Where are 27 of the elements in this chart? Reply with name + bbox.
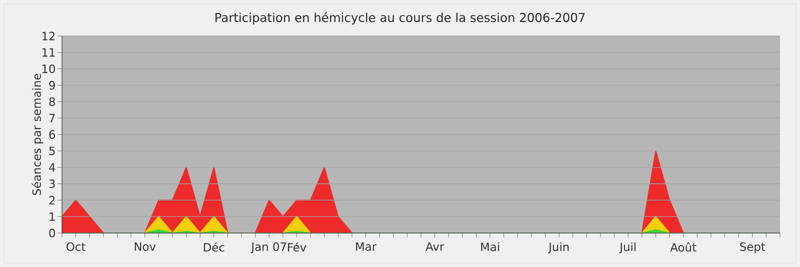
x-tick-label: Sept bbox=[740, 242, 766, 254]
y-tick-label: 2 bbox=[49, 196, 55, 204]
y-tick-label: 1 bbox=[50, 212, 55, 221]
x-tick-label: Juin bbox=[548, 242, 569, 254]
x-tick-label: Jan 07 bbox=[250, 242, 286, 254]
chart-title: Participation en hémicycle au cours de la session 2006-2007 bbox=[216, 12, 585, 24]
x-tick-label: Juil bbox=[619, 242, 636, 254]
y-tick-label: 10 bbox=[42, 64, 55, 74]
y-tick-label: 3 bbox=[49, 179, 55, 188]
x-tick-label: Août bbox=[670, 242, 696, 252]
y-tick-label: 11 bbox=[42, 48, 55, 57]
y-tick-label: 5 bbox=[49, 146, 55, 156]
y-tick-label: 9 bbox=[49, 80, 55, 90]
y-tick-label: 4 bbox=[49, 163, 56, 172]
x-tick-label: Oct bbox=[66, 242, 86, 252]
x-tick-label: Nov bbox=[134, 242, 156, 251]
y-tick-label: 7 bbox=[49, 114, 55, 122]
x-tick-label: Mar bbox=[356, 242, 377, 251]
x-tick-label: Fév bbox=[288, 242, 306, 252]
y-tick-label: 12 bbox=[42, 32, 55, 40]
x-tick-label: Avr bbox=[426, 242, 444, 251]
y-tick-label: 0 bbox=[49, 228, 55, 238]
x-tick-label: Mai bbox=[481, 242, 499, 252]
y-tick-label: 8 bbox=[49, 97, 55, 106]
x-tick-label: Déc bbox=[204, 242, 224, 252]
y-tick-label: 6 bbox=[49, 130, 56, 139]
y-axis-title: Séances par semaine bbox=[32, 74, 44, 196]
